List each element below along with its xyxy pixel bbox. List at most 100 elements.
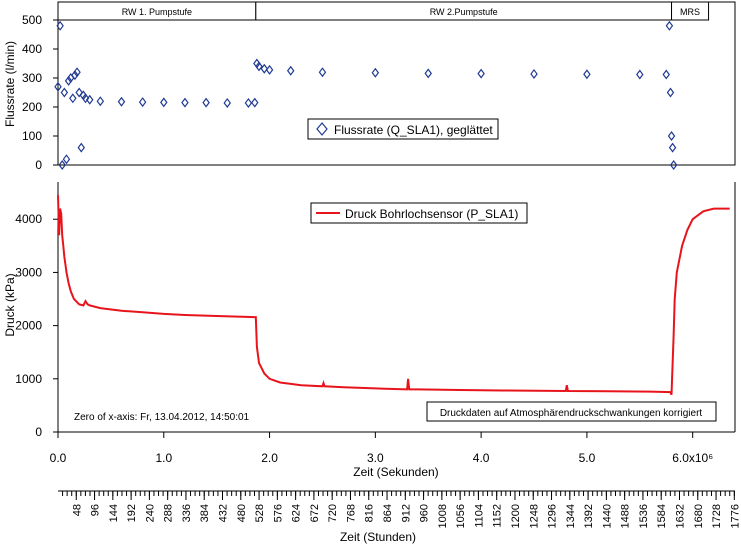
flow-point [60, 87, 69, 98]
hours-tick-label: 912 [400, 504, 412, 522]
flow-point [223, 97, 231, 108]
flow-y-ticks: 0 100 200 300 400 500 [22, 13, 58, 172]
flow-point [318, 67, 327, 78]
hours-axis: 48 96 144 192 240 288 336 384 432 480 528 576 624 672… [58, 490, 741, 544]
flow-data-points [54, 20, 678, 171]
hours-tick-label: 960 [419, 504, 431, 522]
flow-point [424, 68, 432, 79]
hours-tick-label: 1680 [693, 504, 705, 528]
seconds-x-ticks: 0.0 1.0 2.0 3.0 4.0 5.0 6.0x10⁶ [50, 432, 713, 465]
seconds-x-tick-label: 4.0 [473, 451, 490, 465]
flow-point [71, 70, 79, 81]
flow-point [66, 73, 75, 83]
hours-tick-label: 1008 [437, 504, 449, 528]
hours-tick-label: 624 [291, 504, 303, 522]
flow-legend: Flussrate (Q_SLA1), geglättet [307, 118, 499, 140]
seconds-x-tick-label: 2.0 [261, 451, 278, 465]
seconds-x-tick-label: 3.0 [367, 451, 384, 465]
hours-tick-label: 816 [364, 504, 376, 522]
hours-tick-label: 1248 [528, 504, 540, 528]
flow-point [117, 96, 126, 107]
hours-tick-label: 192 [126, 504, 138, 522]
correction-note-box [426, 401, 717, 422]
flow-point [666, 87, 675, 98]
hours-tick-label: 1152 [492, 504, 504, 528]
pressure-y-tick-label: 2000 [15, 319, 42, 333]
hours-tick-label: 480 [236, 504, 248, 522]
flow-point [181, 97, 189, 108]
pressure-y-tick-label: 0 [35, 425, 42, 439]
flow-y-tick-label: 100 [22, 129, 42, 143]
flow-legend-marker [316, 122, 328, 136]
flow-plot-frame [57, 1, 736, 166]
seconds-x-tick-label: 5.0 [579, 451, 596, 465]
pressure-y-tick-label: 4000 [15, 212, 42, 226]
hours-tick-label: 1488 [620, 504, 632, 528]
flow-point [636, 69, 644, 80]
hours-tick-label: 384 [199, 504, 211, 522]
hours-tick-label: 336 [181, 504, 193, 522]
hours-tick-label: 48 [71, 504, 83, 516]
pressure-legend: Druck Bohrlochsensor (P_SLA1) [310, 202, 528, 224]
flow-point [85, 94, 94, 105]
hours-tick-label: 1392 [583, 504, 595, 528]
flow-y-tick-label: 200 [22, 100, 42, 114]
flow-point [668, 142, 677, 153]
flow-point [253, 58, 261, 69]
flow-point [265, 64, 274, 75]
flow-point [477, 68, 485, 79]
hours-tick-label: 1344 [565, 504, 577, 528]
hours-tick-label: 864 [382, 504, 394, 522]
flow-point [77, 142, 86, 153]
hours-tick-label: 1104 [473, 504, 485, 528]
hours-tick-label: 1200 [510, 504, 522, 528]
flow-point [583, 69, 591, 80]
hours-tick-label: 96 [90, 504, 102, 516]
hours-tick-label: 240 [144, 504, 156, 522]
phase-box-2 [671, 1, 710, 21]
flow-legend-box [307, 118, 499, 140]
seconds-x-tick-label: 0.0 [50, 451, 67, 465]
pressure-line [57, 195, 730, 396]
flow-point [56, 20, 64, 31]
hours-tick-label: 432 [218, 504, 230, 522]
hours-tick-label: 288 [163, 504, 175, 522]
seconds-x-axis-label: Zeit (Sekunden) [353, 465, 438, 479]
flow-y-tick-label: 300 [22, 71, 42, 85]
correction-note: Druckdaten auf Atmosphärendruckschwankun… [426, 401, 717, 422]
zero-time-annotation: Zero of x-axis: Fr, 13.04.2012, 14:50:01 [74, 412, 250, 423]
flow-point [530, 68, 538, 79]
phase-label-1: RW 2.Pumpstufe [430, 7, 498, 17]
flow-point [79, 90, 88, 101]
flow-point [96, 96, 105, 107]
flow-point [75, 87, 83, 98]
flow-point [81, 93, 90, 104]
flow-point [260, 63, 269, 74]
pressure-y-ticks: 0 1000 2000 3000 4000 [15, 212, 58, 439]
flow-point [138, 97, 147, 108]
hours-tick-label: 1536 [638, 504, 650, 528]
flow-y-tick-label: 0 [35, 158, 42, 172]
hours-tick-label: 1296 [547, 504, 559, 528]
flow-point [665, 20, 674, 31]
pressure-y-tick-label: 1000 [15, 372, 42, 386]
flow-point [58, 159, 66, 171]
flow-point [662, 69, 670, 80]
flow-point [73, 67, 81, 78]
seconds-x-tick-label: 1.0 [155, 451, 172, 465]
flow-point [69, 93, 77, 104]
hours-axis-label: Zeit (Stunden) [340, 530, 416, 544]
seconds-x-tick-label: 6.0x10⁶ [672, 451, 713, 465]
flow-y-tick-label: 500 [22, 13, 42, 27]
hours-tick-label: 576 [272, 504, 284, 522]
flow-point [244, 97, 253, 108]
pressure-y-tick-label: 3000 [15, 265, 42, 279]
flow-point [251, 97, 259, 108]
flow-rate-panel: RW 1. Pumpstufe RW 2.Pumpstufe MRS 0 100 200… [3, 1, 736, 172]
pressure-legend-box [310, 202, 528, 224]
phase-bar: RW 1. Pumpstufe RW 2.Pumpstufe MRS [57, 1, 710, 21]
hours-tick-label: 1056 [455, 504, 467, 528]
hours-tick-label: 144 [108, 504, 120, 522]
pressure-y-axis-label: Druck (kPa) [3, 273, 17, 336]
